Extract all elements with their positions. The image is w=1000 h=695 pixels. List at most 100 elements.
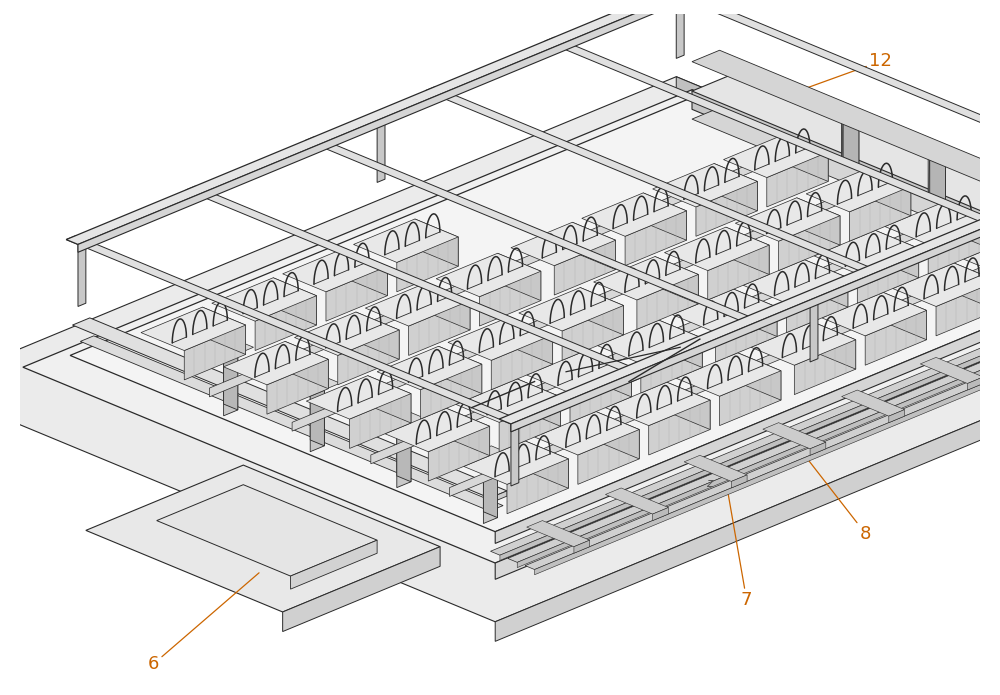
Polygon shape	[692, 97, 1000, 286]
Polygon shape	[843, 107, 859, 183]
Polygon shape	[659, 320, 702, 368]
Polygon shape	[570, 368, 631, 423]
Polygon shape	[383, 420, 411, 432]
Polygon shape	[507, 459, 568, 514]
Polygon shape	[797, 198, 840, 245]
Polygon shape	[326, 266, 387, 321]
Polygon shape	[751, 322, 856, 365]
Polygon shape	[385, 408, 490, 452]
Polygon shape	[397, 420, 411, 482]
Polygon shape	[684, 455, 747, 482]
Polygon shape	[810, 297, 818, 362]
Polygon shape	[696, 181, 757, 236]
Polygon shape	[448, 317, 553, 360]
Polygon shape	[726, 227, 769, 275]
Polygon shape	[893, 263, 997, 306]
Polygon shape	[964, 234, 1000, 277]
Polygon shape	[511, 420, 520, 432]
Polygon shape	[641, 338, 702, 393]
Polygon shape	[857, 248, 919, 303]
Text: z: z	[706, 477, 713, 490]
Polygon shape	[605, 382, 710, 425]
Polygon shape	[598, 320, 702, 363]
Polygon shape	[930, 142, 945, 220]
Polygon shape	[283, 248, 387, 292]
Polygon shape	[578, 430, 639, 484]
Polygon shape	[714, 163, 757, 211]
Polygon shape	[814, 231, 919, 274]
Polygon shape	[202, 307, 246, 354]
Polygon shape	[425, 87, 879, 275]
Polygon shape	[80, 336, 503, 511]
Polygon shape	[810, 442, 826, 455]
Polygon shape	[283, 547, 440, 632]
Polygon shape	[672, 289, 777, 333]
Polygon shape	[870, 271, 879, 283]
Polygon shape	[676, 353, 781, 396]
Polygon shape	[734, 289, 777, 336]
Text: 8: 8	[798, 447, 871, 543]
Polygon shape	[723, 134, 828, 177]
Polygon shape	[72, 318, 507, 498]
Polygon shape	[23, 90, 1000, 563]
Polygon shape	[456, 379, 561, 423]
Text: 13: 13	[0, 694, 1, 695]
Polygon shape	[842, 390, 905, 416]
Polygon shape	[692, 50, 1000, 241]
Polygon shape	[574, 540, 590, 553]
Polygon shape	[305, 136, 760, 325]
Polygon shape	[653, 507, 668, 521]
Polygon shape	[812, 322, 856, 369]
Polygon shape	[920, 357, 983, 384]
Polygon shape	[354, 219, 458, 263]
Polygon shape	[500, 327, 1000, 560]
Polygon shape	[527, 521, 590, 547]
Polygon shape	[490, 322, 1000, 555]
Polygon shape	[954, 263, 997, 311]
Polygon shape	[469, 457, 498, 468]
Polygon shape	[291, 540, 377, 589]
Polygon shape	[310, 384, 324, 445]
Polygon shape	[78, 241, 86, 306]
Polygon shape	[664, 0, 1000, 176]
Polygon shape	[224, 354, 238, 416]
Polygon shape	[517, 334, 1000, 568]
Polygon shape	[794, 340, 856, 395]
Polygon shape	[720, 370, 781, 425]
Polygon shape	[368, 376, 411, 423]
Polygon shape	[928, 219, 990, 274]
Polygon shape	[508, 330, 1000, 562]
Polygon shape	[588, 350, 631, 397]
Text: 7: 7	[727, 489, 752, 609]
Polygon shape	[495, 274, 1000, 543]
Polygon shape	[209, 148, 788, 397]
Polygon shape	[511, 420, 519, 486]
Polygon shape	[525, 337, 1000, 569]
Polygon shape	[495, 286, 1000, 580]
Polygon shape	[371, 215, 949, 464]
Polygon shape	[344, 248, 387, 295]
Polygon shape	[511, 176, 1000, 432]
Polygon shape	[365, 283, 470, 326]
Polygon shape	[212, 278, 317, 321]
Polygon shape	[605, 488, 668, 514]
Polygon shape	[631, 370, 640, 382]
Polygon shape	[525, 441, 568, 489]
Polygon shape	[786, 278, 848, 333]
Polygon shape	[483, 462, 498, 523]
Polygon shape	[490, 491, 507, 503]
Polygon shape	[498, 253, 541, 301]
Polygon shape	[649, 400, 710, 455]
Polygon shape	[499, 171, 1000, 424]
Text: 6: 6	[148, 573, 259, 673]
Polygon shape	[294, 312, 399, 355]
Polygon shape	[184, 325, 246, 380]
Polygon shape	[805, 260, 848, 307]
Polygon shape	[186, 186, 640, 375]
Polygon shape	[420, 364, 482, 419]
Polygon shape	[209, 349, 238, 360]
Polygon shape	[875, 231, 919, 278]
Polygon shape	[842, 113, 859, 191]
Polygon shape	[885, 201, 990, 245]
Polygon shape	[397, 426, 411, 488]
